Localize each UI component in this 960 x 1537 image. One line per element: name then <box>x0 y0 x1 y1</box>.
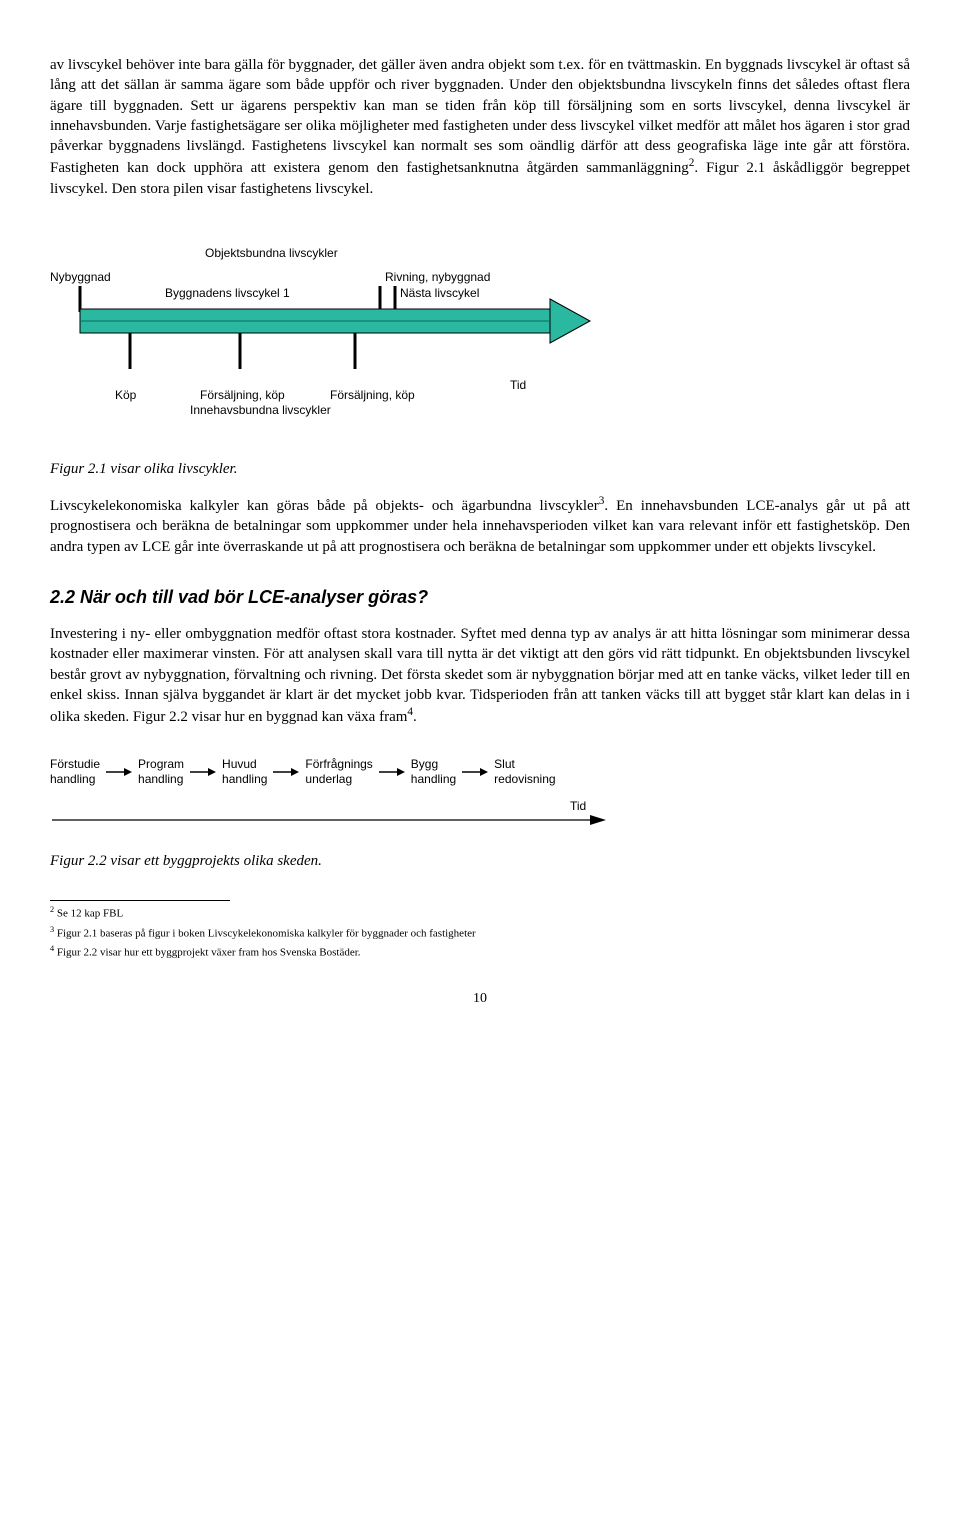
flow-step-5-l2: handling <box>411 772 456 786</box>
para-3: Investering i ny- eller ombyggnation med… <box>50 624 910 727</box>
figure-2-1: Nybyggnad Objektsbundna livscykler Rivni… <box>50 239 910 439</box>
flow-step-4: Förfrågnings underlag <box>305 757 372 786</box>
figure-2-2-flow: Förstudie handling Program handling Huvu… <box>50 757 910 786</box>
flow-step-6: Slut redovisning <box>494 757 555 786</box>
forsaljning-label-2: Försäljning, köp <box>330 388 415 402</box>
flow-arrow-icon <box>190 766 216 778</box>
nasta-label: Nästa livscykel <box>400 286 479 300</box>
timeline-svg: Tid <box>50 796 610 830</box>
intro-paragraph: av livscykel behöver inte bara gälla för… <box>50 55 910 199</box>
flow-arrow-icon <box>106 766 132 778</box>
flow-step-2: Program handling <box>138 757 184 786</box>
flow-step-3-l1: Huvud <box>222 757 267 771</box>
figure-2-2-timeline: Tid <box>50 796 910 836</box>
flow-step-4-l2: underlag <box>305 772 372 786</box>
flow-step-2-l2: handling <box>138 772 184 786</box>
forsaljning-label-1: Försäljning, köp <box>200 388 285 402</box>
flow-arrow-icon <box>273 766 299 778</box>
flow-step-4-l1: Förfrågnings <box>305 757 372 771</box>
flow-step-6-l2: redovisning <box>494 772 555 786</box>
kop-label: Köp <box>115 388 137 402</box>
tid-label-2: Tid <box>570 799 586 813</box>
nybyggnad-label: Nybyggnad <box>50 270 111 284</box>
objektsbundna-label: Objektsbundna livscykler <box>205 246 338 260</box>
para3a: Investering i ny- eller ombyggnation med… <box>50 626 910 725</box>
flow-step-3-l2: handling <box>222 772 267 786</box>
figure-2-1-svg: Nybyggnad Objektsbundna livscykler Rivni… <box>50 239 670 439</box>
rivning-label: Rivning, nybyggnad <box>385 270 490 284</box>
section-2-2-heading: 2.2 När och till vad bör LCE-analyser gö… <box>50 585 910 609</box>
tid-label-1: Tid <box>510 378 526 392</box>
flow-step-5-l1: Bygg <box>411 757 456 771</box>
byggnadens-label: Byggnadens livscykel 1 <box>165 286 290 300</box>
flow-step-6-l1: Slut <box>494 757 555 771</box>
figure-2-1-caption: Figur 2.1 visar olika livscykler. <box>50 459 910 479</box>
footnote-3-text: Figur 2.1 baseras på figur i boken Livsc… <box>57 927 476 939</box>
flow-arrow-icon <box>462 766 488 778</box>
flow-step-1: Förstudie handling <box>50 757 100 786</box>
para-2: Livscykelekonomiska kalkyler kan göras b… <box>50 494 910 557</box>
flow-step-3: Huvud handling <box>222 757 267 786</box>
footnote-3: 3 Figur 2.1 baseras på figur i boken Liv… <box>50 925 850 941</box>
flow-step-1-l1: Förstudie <box>50 757 100 771</box>
footnote-4: 4 Figur 2.2 visar hur ett byggprojekt vä… <box>50 944 850 960</box>
page-number: 10 <box>50 990 910 1009</box>
flow-step-2-l1: Program <box>138 757 184 771</box>
footnote-2-text: Se 12 kap FBL <box>57 907 123 919</box>
footnote-rule <box>50 900 230 901</box>
flow-step-1-l2: handling <box>50 772 100 786</box>
footnote-4-text: Figur 2.2 visar hur ett byggprojekt växe… <box>57 947 361 959</box>
flow-arrow-icon <box>379 766 405 778</box>
innehavs-label: Innehavsbundna livscykler <box>190 403 331 417</box>
para1-text: av livscykel behöver inte bara gälla för… <box>50 57 910 176</box>
lifecycle-arrowhead <box>550 299 590 343</box>
flow-step-5: Bygg handling <box>411 757 456 786</box>
para3b: . <box>413 709 417 725</box>
para2a: Livscykelekonomiska kalkyler kan göras b… <box>50 498 599 514</box>
footnote-2: 2 Se 12 kap FBL <box>50 905 850 921</box>
figure-2-2-caption: Figur 2.2 visar ett byggprojekts olika s… <box>50 851 910 871</box>
